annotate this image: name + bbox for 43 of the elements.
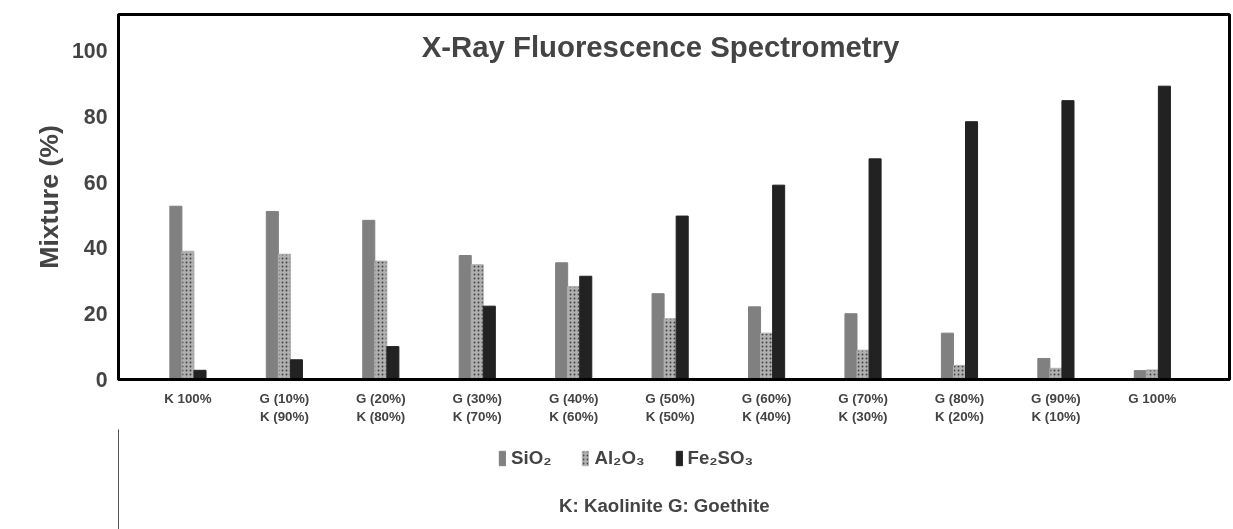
bar xyxy=(555,262,569,380)
x-tick-label: G (40%) K (60%) xyxy=(548,390,599,424)
x-tick-label: K 100% xyxy=(164,390,212,406)
x-tick-label: G (50%) K (50%) xyxy=(645,390,695,424)
y-tick-label: 0 xyxy=(95,368,108,392)
y-tick-label: 80 xyxy=(83,104,108,129)
bar xyxy=(940,332,954,380)
bar xyxy=(675,215,689,380)
y-tick-label: 20 xyxy=(83,302,108,327)
x-tick-label: G (30%) K (70%) xyxy=(452,390,503,424)
bar xyxy=(579,275,593,380)
bar xyxy=(265,210,279,380)
bar xyxy=(651,293,665,380)
x-tick-label: G (20%) K (80%) xyxy=(356,390,406,424)
text: K: Kaolinite G: Goethite xyxy=(559,494,770,516)
x-tick-label: G (90%) K (10%) xyxy=(1031,390,1081,424)
bar xyxy=(1037,357,1051,380)
x-tick-label: G (80%) K (20%) xyxy=(934,390,985,424)
y-tick-label: 60 xyxy=(83,170,108,195)
bar xyxy=(482,305,496,380)
x-tick-label: G (60%) K (40%) xyxy=(741,390,792,424)
legend-label: Al₂O₃ xyxy=(594,447,645,469)
y-tick-label: 40 xyxy=(83,236,108,261)
text: X-Ray Fluorescence Spectrometry xyxy=(421,29,900,63)
y-axis-title: Mixture (%) xyxy=(33,125,64,269)
bar xyxy=(362,219,376,380)
legend-label: SiO₂ xyxy=(511,447,552,469)
bar xyxy=(386,346,400,380)
bar xyxy=(169,205,183,380)
bar xyxy=(868,158,882,380)
bar xyxy=(1157,85,1171,380)
bar xyxy=(964,121,979,380)
legend-label: Fe₂SO₃ xyxy=(687,447,754,469)
bar xyxy=(748,306,762,380)
y-tick-label: 100 xyxy=(71,39,108,64)
bar xyxy=(1061,100,1075,380)
bar xyxy=(289,359,303,380)
x-tick-label: G (10%) K (90%) xyxy=(259,390,310,424)
bar xyxy=(772,184,786,380)
x-tick-label: G 100% xyxy=(1128,390,1177,406)
x-tick-label: G (70%) K (30%) xyxy=(838,390,888,424)
bar xyxy=(458,255,472,380)
bar xyxy=(844,313,858,380)
